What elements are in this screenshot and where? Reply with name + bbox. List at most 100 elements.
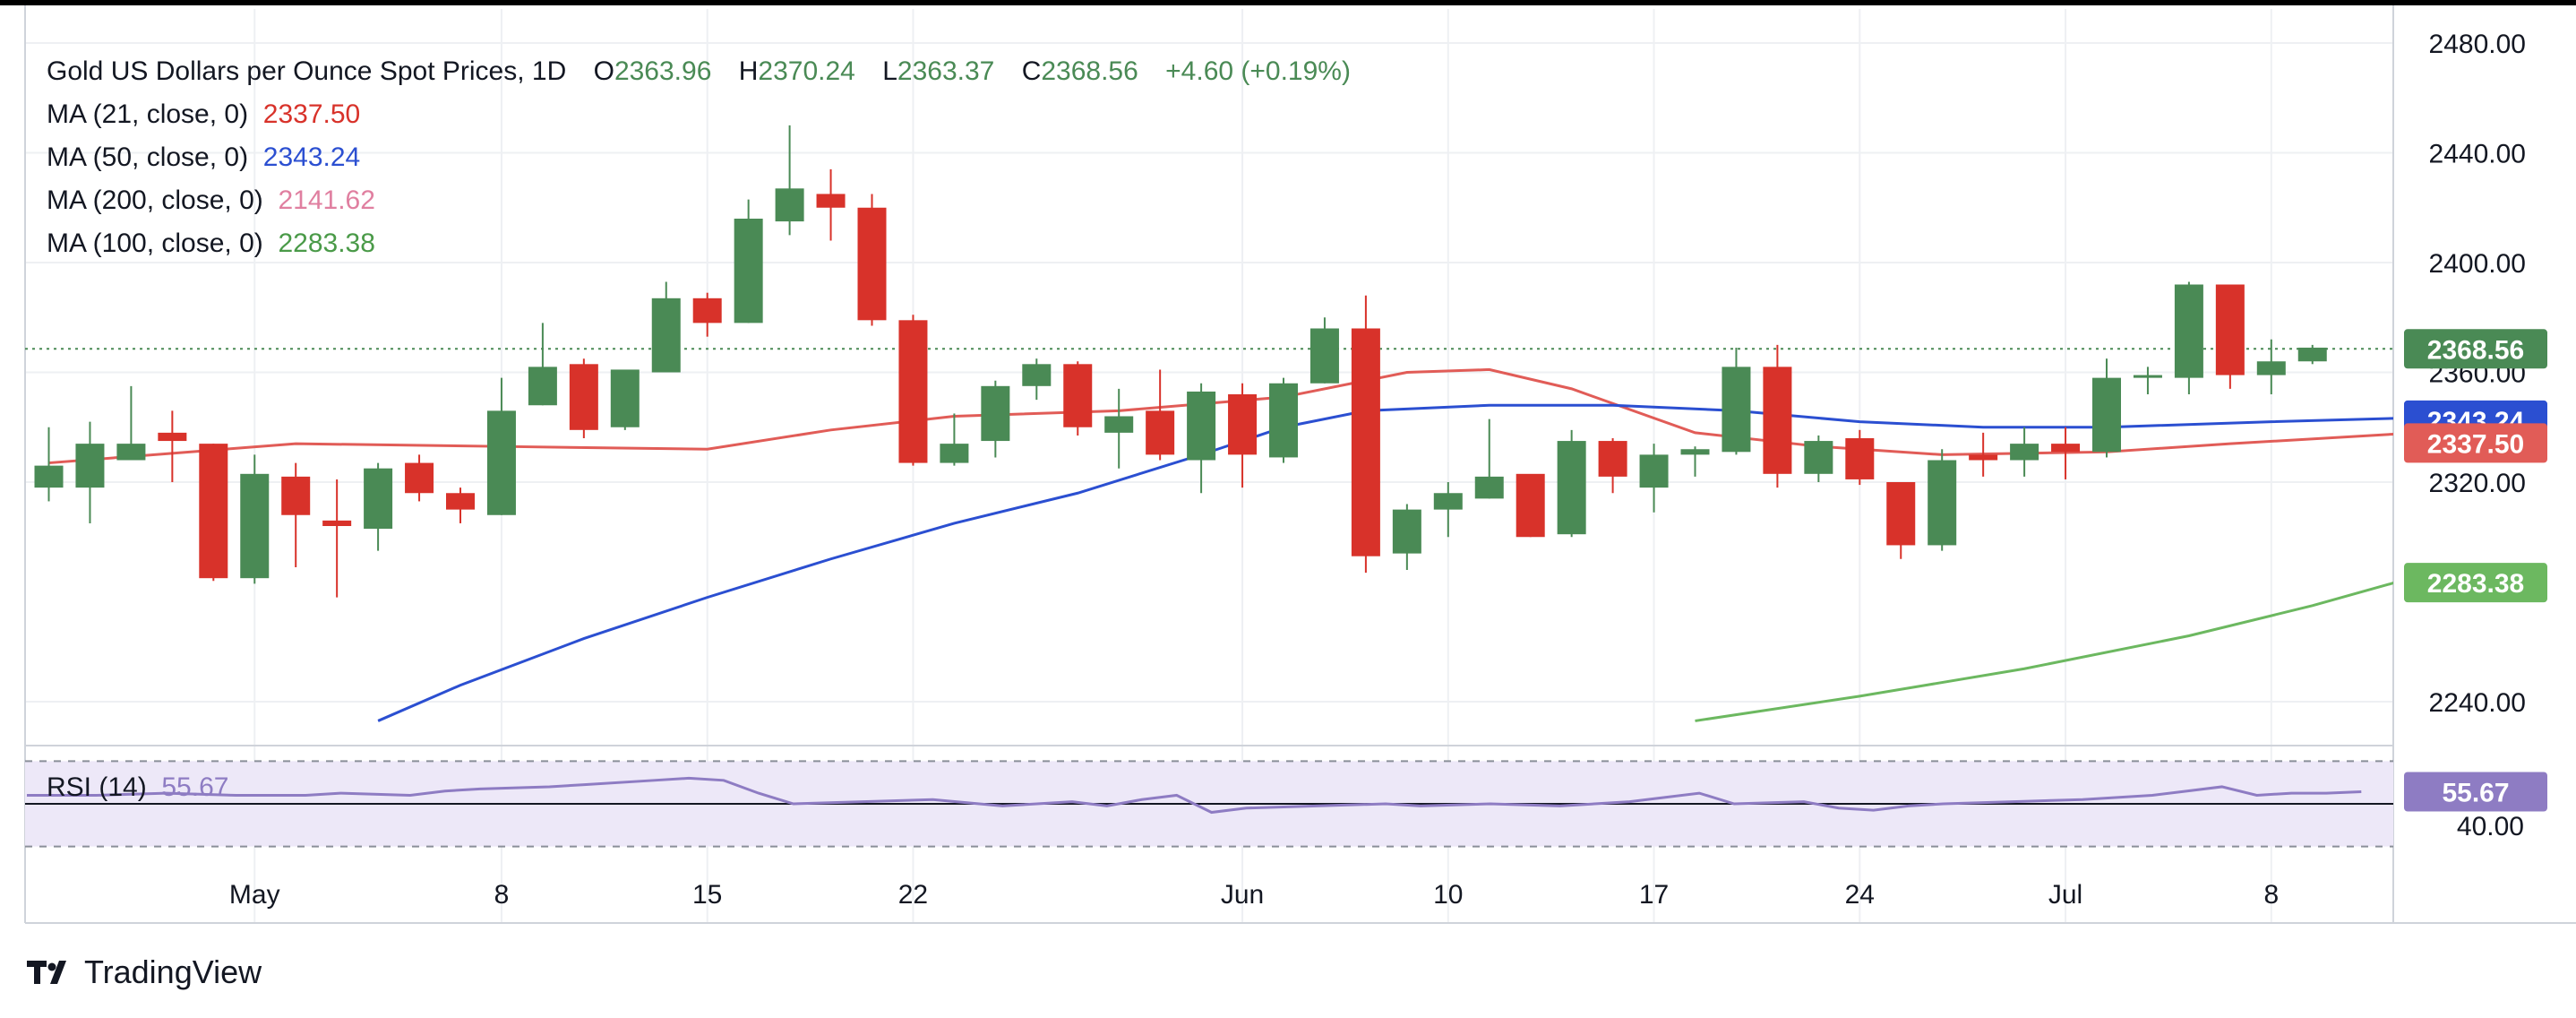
- candle[interactable]: [364, 462, 393, 551]
- time-tick-label: 17: [1639, 880, 1669, 910]
- candle[interactable]: [1680, 446, 1710, 477]
- candle[interactable]: [116, 385, 146, 461]
- candle[interactable]: [528, 323, 557, 406]
- time-tick-label: 10: [1433, 880, 1463, 910]
- candle[interactable]: [1433, 482, 1463, 538]
- candlesticks: [34, 125, 2327, 598]
- candle-body: [364, 468, 393, 530]
- candle[interactable]: [1269, 377, 1298, 463]
- candle[interactable]: [240, 454, 270, 584]
- candle[interactable]: [1351, 295, 1380, 574]
- candle[interactable]: [1104, 388, 1134, 469]
- candle-body: [158, 432, 187, 442]
- tradingview-logo[interactable]: TradingView: [27, 953, 262, 991]
- candle[interactable]: [2010, 427, 2039, 477]
- candle-body: [486, 410, 516, 515]
- candle[interactable]: [1187, 383, 1216, 494]
- candle-body: [405, 462, 434, 494]
- candle[interactable]: [940, 413, 969, 466]
- candle[interactable]: [2174, 281, 2203, 394]
- candle[interactable]: [1557, 429, 1586, 538]
- candle[interactable]: [1639, 444, 1669, 513]
- candle[interactable]: [651, 281, 681, 373]
- candle[interactable]: [158, 410, 187, 482]
- candle[interactable]: [1516, 473, 1545, 538]
- candle-body: [1269, 383, 1298, 458]
- ma200-legend[interactable]: MA (200, close, 0) 2141.62: [47, 185, 375, 215]
- candle[interactable]: [1722, 347, 1751, 455]
- candle[interactable]: [1886, 482, 1916, 559]
- candle-body: [692, 298, 722, 324]
- candle[interactable]: [2215, 284, 2245, 389]
- candle-body: [940, 444, 969, 463]
- candle[interactable]: [898, 315, 928, 466]
- price-badge: 2283.38: [2404, 563, 2547, 603]
- candle[interactable]: [1063, 361, 1093, 436]
- candle-body: [1722, 367, 1751, 453]
- candle[interactable]: [2051, 427, 2081, 479]
- candle[interactable]: [2297, 344, 2327, 365]
- symbol-header-row: Gold US Dollars per Ounce Spot Prices, 1…: [47, 50, 1351, 93]
- candle[interactable]: [981, 380, 1010, 458]
- brand-name: TradingView: [84, 953, 262, 990]
- candle[interactable]: [2092, 358, 2121, 458]
- rsi-legend[interactable]: RSI (14) 55.67: [47, 772, 229, 802]
- candle-body: [322, 520, 352, 526]
- symbol-title: Gold US Dollars per Ounce Spot Prices, 1…: [47, 56, 567, 86]
- candle[interactable]: [446, 487, 475, 523]
- price-tick-label: 2320.00: [2429, 469, 2526, 498]
- candle-body: [1022, 364, 1052, 386]
- candle[interactable]: [1969, 432, 1998, 477]
- candle[interactable]: [692, 292, 722, 337]
- change-value: +4.60 (+0.19%): [1165, 56, 1351, 86]
- candle[interactable]: [1309, 317, 1339, 384]
- chart-legend: Gold US Dollars per Ounce Spot Prices, 1…: [47, 50, 1351, 265]
- candle[interactable]: [322, 479, 352, 598]
- candle-body: [1187, 391, 1216, 461]
- candle[interactable]: [486, 377, 516, 515]
- candle[interactable]: [2133, 367, 2162, 394]
- candle[interactable]: [816, 168, 846, 241]
- candle[interactable]: [857, 194, 887, 326]
- candle[interactable]: [569, 358, 598, 438]
- candle[interactable]: [734, 199, 763, 324]
- candle[interactable]: [75, 421, 105, 523]
- candle[interactable]: [1022, 358, 1052, 401]
- candle[interactable]: [1928, 449, 1957, 551]
- candle[interactable]: [775, 125, 804, 236]
- ma21-line: [48, 367, 2393, 465]
- candle-body: [281, 476, 311, 515]
- moving-average-lines: [25, 348, 2393, 722]
- candle[interactable]: [1598, 438, 1627, 494]
- candle[interactable]: [34, 427, 64, 502]
- candle[interactable]: [1763, 344, 1792, 488]
- candle-body: [240, 473, 270, 579]
- candle-body: [1474, 476, 1504, 499]
- ma50-line: [377, 403, 2393, 722]
- candle[interactable]: [281, 462, 311, 567]
- candle[interactable]: [1392, 504, 1421, 571]
- candle[interactable]: [1228, 383, 1258, 488]
- candle-body: [446, 493, 475, 510]
- ma21-legend[interactable]: MA (21, close, 0) 2337.50: [47, 99, 361, 129]
- candle[interactable]: [1804, 435, 1833, 482]
- window-top-border: [0, 0, 2576, 5]
- high-value: H2370.24: [738, 56, 855, 86]
- candle[interactable]: [199, 444, 228, 582]
- ma100-legend[interactable]: MA (100, close, 0) 2283.38: [47, 229, 375, 258]
- candle-body: [651, 298, 681, 373]
- candle[interactable]: [610, 369, 640, 430]
- svg-text:2368.56: 2368.56: [2427, 335, 2524, 365]
- candle[interactable]: [1474, 418, 1504, 499]
- price-tick-label: 2440.00: [2429, 140, 2526, 169]
- candle[interactable]: [2256, 339, 2286, 394]
- candle-body: [1804, 441, 1833, 474]
- candle-body: [1063, 364, 1093, 427]
- candle[interactable]: [1146, 369, 1175, 461]
- candle[interactable]: [1845, 429, 1875, 486]
- ma50-legend[interactable]: MA (50, close, 0) 2343.24: [47, 142, 361, 172]
- candle-body: [1392, 509, 1421, 554]
- candle[interactable]: [405, 454, 434, 502]
- price-tick-label: 2240.00: [2429, 688, 2526, 718]
